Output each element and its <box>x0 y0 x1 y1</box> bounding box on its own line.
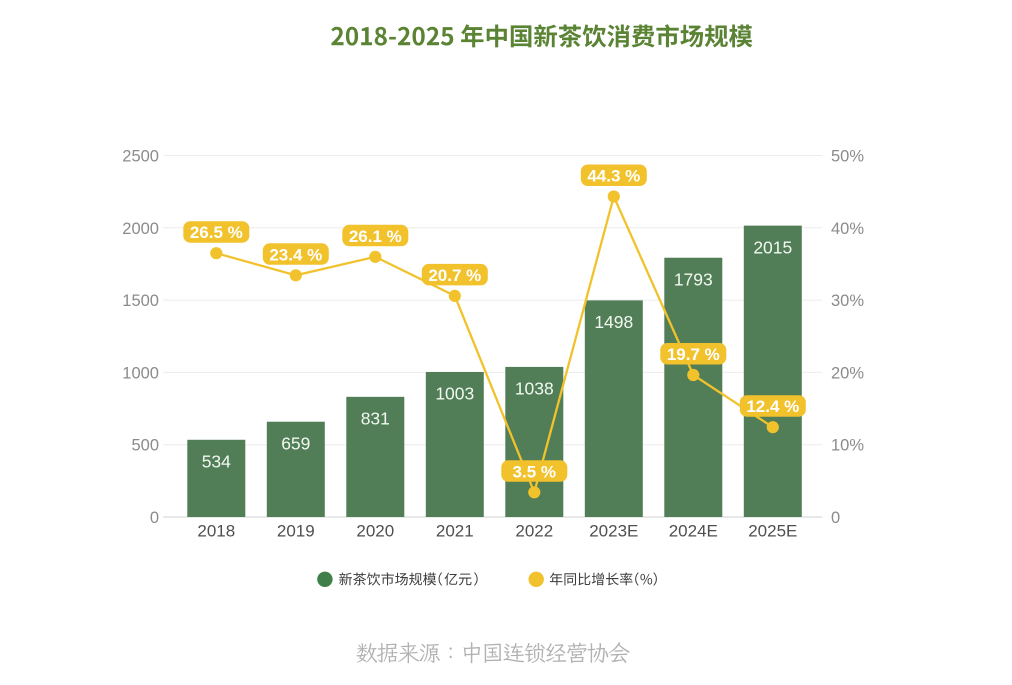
svg-text:2025E: 2025E <box>748 522 797 541</box>
svg-text:831: 831 <box>361 409 390 429</box>
svg-text:2020: 2020 <box>356 522 394 541</box>
svg-text:44.3 %: 44.3 % <box>587 166 640 185</box>
svg-text:2022: 2022 <box>515 522 553 541</box>
svg-text:50%: 50% <box>831 148 864 166</box>
svg-text:1000: 1000 <box>122 364 159 382</box>
svg-text:500: 500 <box>131 437 159 455</box>
svg-text:3.5 %: 3.5 % <box>513 462 556 481</box>
svg-text:1498: 1498 <box>594 312 633 332</box>
svg-text:2023E: 2023E <box>589 522 638 541</box>
svg-text:2015: 2015 <box>753 237 792 257</box>
svg-text:2500: 2500 <box>122 148 159 166</box>
svg-text:1038: 1038 <box>515 379 554 399</box>
svg-text:40%: 40% <box>831 220 864 238</box>
svg-text:0: 0 <box>150 509 159 527</box>
svg-text:26.1 %: 26.1 % <box>349 227 402 246</box>
svg-text:1793: 1793 <box>674 269 713 289</box>
svg-text:30%: 30% <box>831 292 864 310</box>
svg-text:534: 534 <box>202 451 231 471</box>
svg-text:1003: 1003 <box>435 384 474 404</box>
svg-text:20%: 20% <box>831 364 864 382</box>
svg-text:2021: 2021 <box>436 522 474 541</box>
svg-text:2018: 2018 <box>197 522 235 541</box>
svg-text:10%: 10% <box>831 437 864 455</box>
svg-text:12.4 %: 12.4 % <box>746 397 799 416</box>
svg-text:26.5 %: 26.5 % <box>190 223 243 242</box>
svg-text:1500: 1500 <box>122 292 159 310</box>
svg-text:659: 659 <box>281 433 310 453</box>
svg-text:20.7 %: 20.7 % <box>428 266 481 285</box>
svg-text:2019: 2019 <box>277 522 315 541</box>
svg-text:0: 0 <box>831 509 840 527</box>
svg-text:2000: 2000 <box>122 220 159 238</box>
svg-text:23.4 %: 23.4 % <box>269 245 322 264</box>
svg-text:2024E: 2024E <box>669 522 718 541</box>
svg-text:19.7 %: 19.7 % <box>667 345 720 364</box>
